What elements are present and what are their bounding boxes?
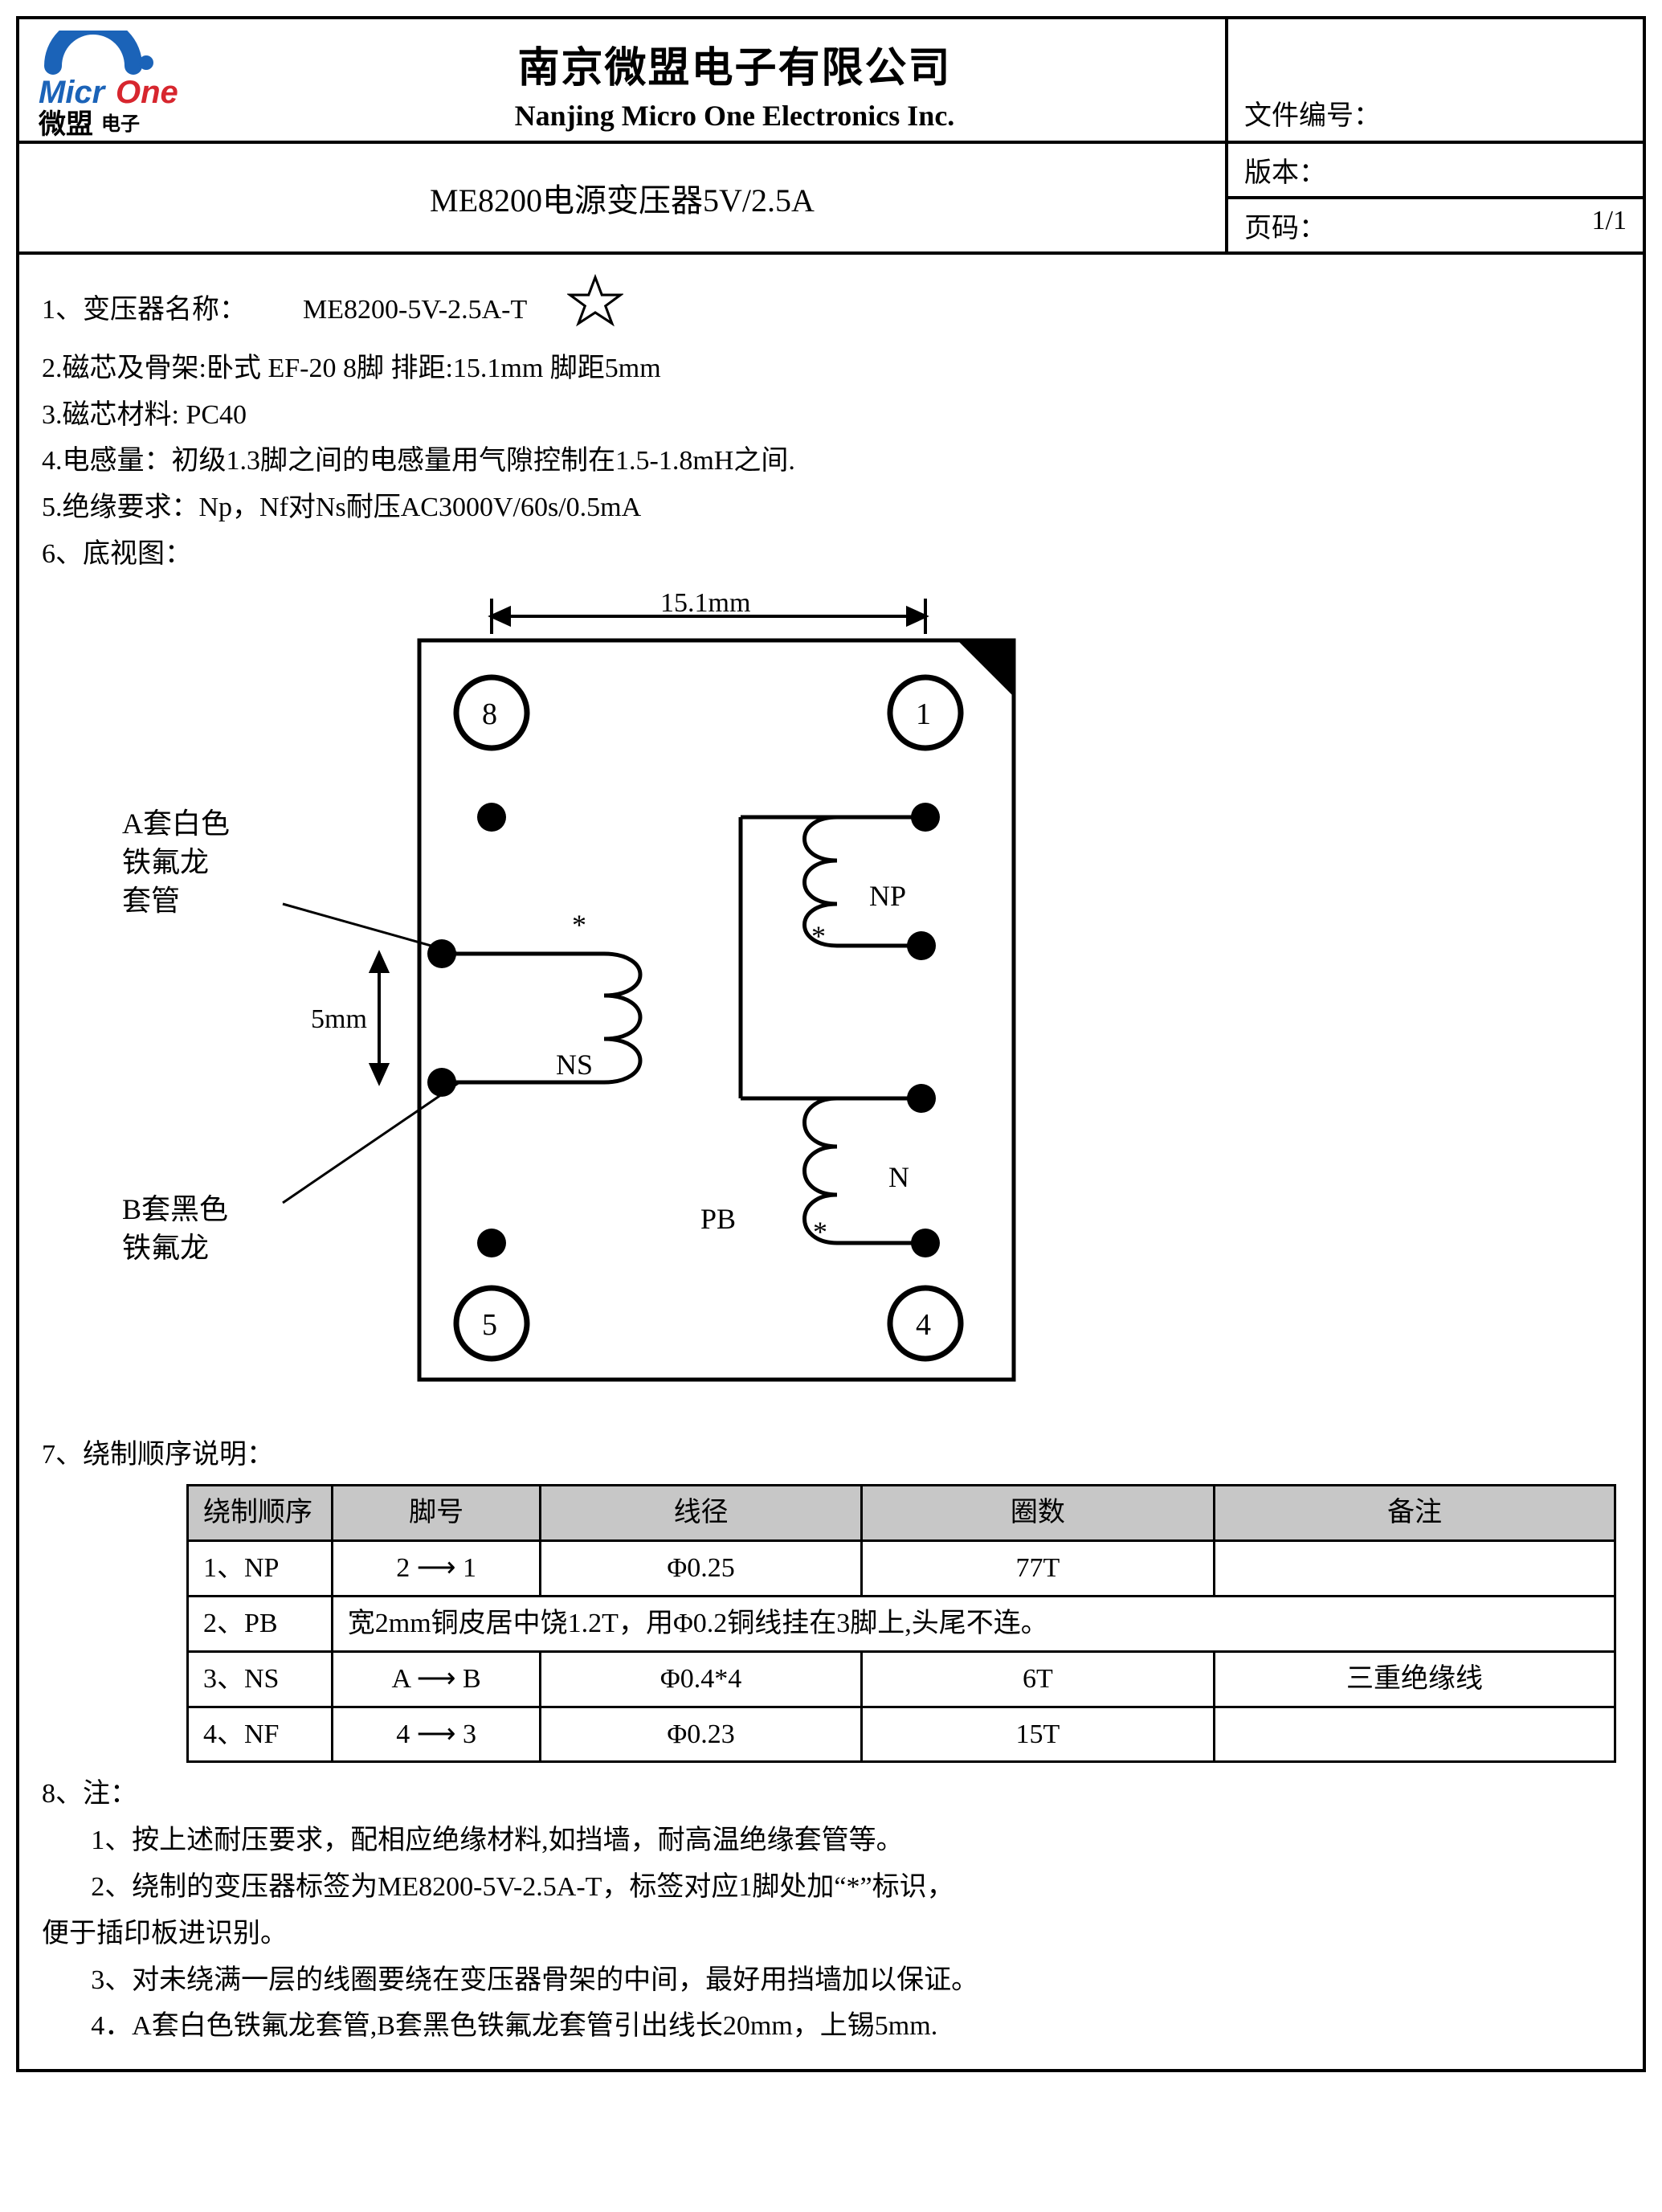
table-row: 3、NSA ⟶ BΦ0.4*46T三重绝缘线: [188, 1651, 1615, 1707]
cell-remark: 三重绝缘线: [1214, 1651, 1615, 1707]
version-row: 版本：: [1228, 144, 1643, 199]
cell-order: 4、NF: [188, 1707, 333, 1762]
document-body: 1、变压器名称： ME8200-5V-2.5A-T 2.磁芯及骨架:卧式 EF-…: [19, 255, 1643, 2069]
col-turns: 圈数: [861, 1486, 1214, 1541]
logo-cn-1: 微盟: [39, 109, 93, 140]
table-row: 4、NF4 ⟶ 3Φ0.2315T: [188, 1707, 1615, 1762]
pin-1: 1: [916, 697, 931, 731]
label-ns: NS: [556, 1049, 593, 1081]
cell-remark: [1214, 1707, 1615, 1762]
note-3: 3、对未绕满一层的线圈要绕在变压器骨架的中间，最好用挡墙加以保证。: [42, 1957, 1620, 2004]
meta-stack: 版本： 页码： 1/1: [1225, 144, 1643, 251]
logo-word-micr: Micr: [39, 75, 107, 110]
cell-wire: Φ0.23: [541, 1707, 861, 1762]
spec-line-2: 2.磁芯及骨架:卧式 EF-20 8脚 排距:15.1mm 脚距5mm: [42, 345, 1620, 392]
note-2b: 便于插印板进识别。: [42, 1911, 1620, 1957]
cell-merged: 宽2mm铜皮居中饶1.2T，用Φ0.2铜线挂在3脚上,头尾不连。: [332, 1596, 1615, 1651]
spec-1-label: 1、变压器名称：: [42, 287, 247, 333]
company-name-en: Nanjing Micro One Electronics Inc.: [252, 99, 1217, 133]
col-order: 绕制顺序: [188, 1486, 333, 1541]
label-np: NP: [869, 880, 906, 912]
doc-title: ME8200电源变压器5V/2.5A: [19, 144, 1225, 251]
cell-pins: A ⟶ B: [332, 1651, 541, 1707]
pin-4: 4: [916, 1308, 931, 1342]
dim-pitch: 5mm: [311, 1004, 367, 1034]
pin-5: 5: [482, 1308, 497, 1342]
company-cell: 南京微盟电子有限公司 Nanjing Micro One Electronics…: [244, 19, 1225, 141]
cell-turns: 15T: [861, 1707, 1214, 1762]
header-row-1: Micr One 微盟 电子 南京微盟电子有限公司 Nanjing Micro …: [19, 19, 1643, 144]
page-label: 页码：: [1244, 206, 1326, 245]
logo-mark: Micr One 微盟 电子: [39, 31, 127, 79]
np-polarity-mark: *: [811, 920, 826, 952]
bottom-view-diagram: 15.1mm 8 1 5 4: [42, 584, 1620, 1419]
document-frame: Micr One 微盟 电子 南京微盟电子有限公司 Nanjing Micro …: [16, 16, 1646, 2072]
logo-cn-2: 电子: [101, 113, 140, 135]
col-pins: 脚号: [332, 1486, 541, 1541]
spec-line-3: 3.磁芯材料: PC40: [42, 392, 1620, 439]
cell-order: 3、NS: [188, 1651, 333, 1707]
cell-pins: 2 ⟶ 1: [332, 1541, 541, 1597]
callout-a-line1: A套白色: [122, 808, 230, 840]
doc-number-cell: 文件编号：: [1225, 19, 1643, 141]
doc-number-label: 文件编号：: [1244, 93, 1381, 133]
col-remark: 备注: [1214, 1486, 1615, 1541]
notes-title: 8、注：: [42, 1771, 1620, 1817]
page-value: 1/1: [1592, 206, 1627, 245]
dim-width: 15.1mm: [660, 588, 750, 618]
cell-order: 2、PB: [188, 1596, 333, 1651]
label-pb: PB: [700, 1203, 736, 1235]
cell-turns: 6T: [861, 1651, 1214, 1707]
star-icon: [567, 274, 623, 345]
note-1: 1、按上述耐压要求，配相应绝缘材料,如挡墙，耐高温绝缘套管等。: [42, 1817, 1620, 1864]
spec-line-1: 1、变压器名称： ME8200-5V-2.5A-T: [42, 274, 1620, 345]
cell-turns: 77T: [861, 1541, 1214, 1597]
ns-polarity-mark: *: [572, 909, 586, 941]
page-row: 页码： 1/1: [1228, 199, 1643, 251]
spec-1-value: ME8200-5V-2.5A-T: [303, 287, 527, 333]
callout-a-line3: 套管: [122, 885, 180, 917]
winding-table: 绕制顺序 脚号 线径 圈数 备注 1、NP2 ⟶ 1Φ0.2577T2、PB宽2…: [186, 1484, 1616, 1763]
version-label: 版本：: [1244, 150, 1326, 190]
notes-section: 8、注： 1、按上述耐压要求，配相应绝缘材料,如挡墙，耐高温绝缘套管等。 2、绕…: [42, 1771, 1620, 2050]
callout-b-line2: 铁氟龙: [122, 1232, 209, 1264]
note-4: 4．A套白色铁氟龙套管,B套黑色铁氟龙套管引出线长20mm，上锡5mm.: [42, 2003, 1620, 2050]
nf-polarity-mark: *: [813, 1216, 827, 1248]
table-row: 2、PB宽2mm铜皮居中饶1.2T，用Φ0.2铜线挂在3脚上,头尾不连。: [188, 1596, 1615, 1651]
winding-section-title: 7、绕制顺序说明：: [42, 1432, 1620, 1478]
logo-word-one: One: [116, 75, 178, 110]
note-2: 2、绕制的变压器标签为ME8200-5V-2.5A-T，标签对应1脚处加“*”标…: [42, 1864, 1620, 1911]
pin-8: 8: [482, 697, 497, 731]
label-n: N: [888, 1161, 909, 1193]
table-header-row: 绕制顺序 脚号 线径 圈数 备注: [188, 1486, 1615, 1541]
spec-line-4: 4.电感量：初级1.3脚之间的电感量用气隙控制在1.5-1.8mH之间.: [42, 438, 1620, 485]
callout-a-line2: 铁氟龙: [122, 846, 209, 878]
cell-wire: Φ0.4*4: [541, 1651, 861, 1707]
table-row: 1、NP2 ⟶ 1Φ0.2577T: [188, 1541, 1615, 1597]
cell-pins: 4 ⟶ 3: [332, 1707, 541, 1762]
cell-order: 1、NP: [188, 1541, 333, 1597]
company-name-cn: 南京微盟电子有限公司: [252, 34, 1217, 94]
header-row-2: ME8200电源变压器5V/2.5A 版本： 页码： 1/1: [19, 144, 1643, 255]
cell-remark: [1214, 1541, 1615, 1597]
spec-line-5: 5.绝缘要求：Np，Nf对Ns耐压AC3000V/60s/0.5mA: [42, 485, 1620, 531]
callout-b-line1: B套黑色: [122, 1193, 228, 1225]
cell-wire: Φ0.25: [541, 1541, 861, 1597]
spec-line-6: 6、底视图：: [42, 531, 1620, 578]
logo-cell: Micr One 微盟 电子: [19, 19, 244, 141]
col-wire: 线径: [541, 1486, 861, 1541]
